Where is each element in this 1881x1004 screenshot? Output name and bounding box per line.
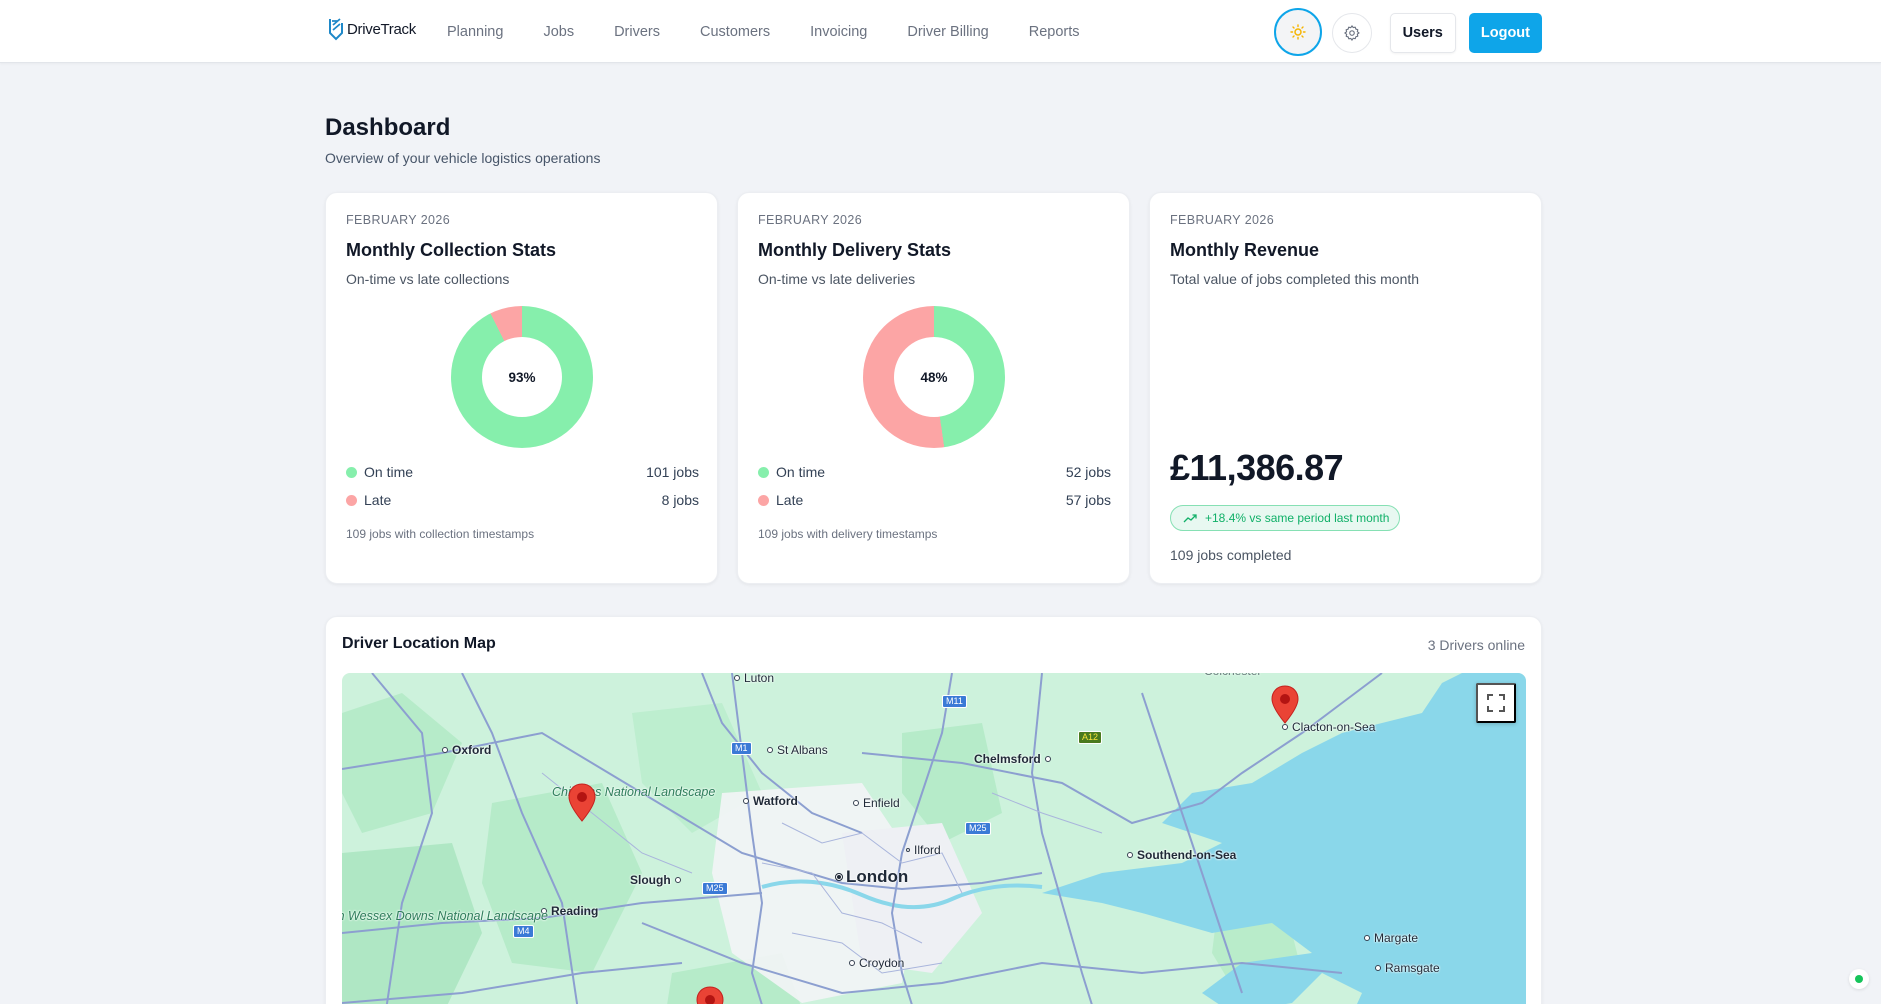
gear-icon bbox=[1343, 25, 1360, 41]
donut-center-label: 48% bbox=[894, 337, 974, 417]
header-actions: Users Logout bbox=[1273, 8, 1542, 56]
map-place-slough: Slough bbox=[630, 873, 681, 887]
delivery-stats-card: FEBRUARY 2026 Monthly Delivery Stats On-… bbox=[737, 192, 1130, 584]
map-place-reading: Reading bbox=[541, 904, 598, 918]
card-period: FEBRUARY 2026 bbox=[758, 213, 863, 227]
logout-button[interactable]: Logout bbox=[1468, 13, 1542, 53]
donut-center-label: 93% bbox=[482, 337, 562, 417]
map-title: Driver Location Map bbox=[342, 635, 496, 652]
nav-item-customers[interactable]: Customers bbox=[700, 23, 771, 40]
legend-label: On time bbox=[776, 464, 826, 480]
nav-item-planning[interactable]: Planning bbox=[447, 23, 504, 40]
map-place-luton: Luton bbox=[734, 673, 774, 685]
map-place-ilford: Ilford bbox=[906, 843, 941, 857]
revenue-amount: £11,386.87 bbox=[1170, 447, 1344, 488]
road-shield-m25-west: M25 bbox=[702, 882, 728, 895]
brand-name: DriveTrack bbox=[347, 20, 416, 38]
theme-toggle-button[interactable] bbox=[1273, 8, 1322, 56]
card-title: Monthly Delivery Stats bbox=[758, 240, 952, 260]
driver-location-map-panel: Driver Location Map 3 Drivers online bbox=[325, 616, 1542, 1004]
on-time-dot-icon bbox=[758, 466, 769, 478]
trend-badge: +18.4% vs same period last month bbox=[1170, 505, 1401, 531]
map-place-southend: Southend-on-Sea bbox=[1127, 848, 1236, 862]
road-shield-m11: M11 bbox=[942, 695, 967, 708]
trend-text: +18.4% vs same period last month bbox=[1205, 511, 1390, 525]
main-nav: Planning Jobs Drivers Customers Invoicin… bbox=[447, 0, 1120, 63]
legend-row-late: Late 8 jobs bbox=[346, 492, 699, 508]
road-shield-m4: M4 bbox=[513, 925, 534, 938]
map-place-oxford: Oxford bbox=[442, 743, 491, 757]
sun-icon bbox=[1289, 24, 1306, 40]
card-title: Monthly Revenue bbox=[1170, 240, 1320, 260]
card-footer-note: 109 jobs with collection timestamps bbox=[346, 527, 535, 541]
page-title: Dashboard bbox=[325, 114, 451, 141]
legend-value: 57 jobs bbox=[1065, 492, 1111, 508]
users-button[interactable]: Users bbox=[1389, 13, 1456, 53]
page-subtitle: Overview of your vehicle logistics opera… bbox=[325, 150, 601, 166]
map-place-london: London bbox=[835, 867, 908, 887]
delivery-donut-chart[interactable]: 48% bbox=[863, 306, 1005, 448]
legend-value: 101 jobs bbox=[646, 464, 699, 480]
nav-item-reports[interactable]: Reports bbox=[1028, 23, 1080, 40]
drivers-online-count: 3 Drivers online bbox=[1427, 637, 1525, 653]
brand-logo[interactable]: DriveTrack bbox=[328, 17, 416, 41]
map-place-enfield: Enfield bbox=[853, 796, 900, 810]
map-place-chelmsford: Chelmsford bbox=[974, 752, 1051, 766]
trending-up-icon bbox=[1183, 514, 1197, 523]
fullscreen-icon bbox=[1487, 694, 1505, 712]
online-dot-icon bbox=[1855, 975, 1863, 983]
nav-item-driver-billing[interactable]: Driver Billing bbox=[907, 23, 989, 40]
map-place-croydon: Croydon bbox=[849, 956, 904, 970]
driver-map[interactable]: Luton Oxford St Albans Chelmsford Watfor… bbox=[342, 673, 1526, 1004]
revenue-card: FEBRUARY 2026 Monthly Revenue Total valu… bbox=[1149, 192, 1542, 584]
road-shield-a12: A12 bbox=[1078, 731, 1103, 744]
settings-button[interactable] bbox=[1331, 13, 1372, 53]
card-description: On-time vs late collections bbox=[346, 271, 510, 287]
map-place-ramsgate: Ramsgate bbox=[1375, 961, 1440, 975]
card-description: On-time vs late deliveries bbox=[758, 271, 916, 287]
map-place-st-albans: St Albans bbox=[767, 743, 828, 757]
driver-pin-icon[interactable] bbox=[696, 986, 724, 1004]
map-place-clacton: Clacton-on-Sea bbox=[1282, 720, 1375, 734]
legend-value: 8 jobs bbox=[661, 492, 699, 508]
collection-donut-chart[interactable]: 93% bbox=[451, 306, 593, 448]
card-title: Monthly Collection Stats bbox=[346, 240, 557, 260]
late-dot-icon bbox=[758, 494, 769, 506]
road-shield-m1: M1 bbox=[731, 742, 752, 755]
map-park-north-wessex: North Wessex Downs National Landscape bbox=[342, 909, 548, 923]
connection-status-indicator bbox=[1849, 969, 1869, 989]
top-navigation-bar: DriveTrack Planning Jobs Drivers Custome… bbox=[0, 0, 1881, 63]
legend-label: On time bbox=[364, 464, 414, 480]
nav-item-jobs[interactable]: Jobs bbox=[543, 23, 575, 40]
card-description: Total value of jobs completed this month bbox=[1170, 271, 1420, 287]
legend-label: Late bbox=[364, 492, 392, 508]
nav-item-invoicing[interactable]: Invoicing bbox=[810, 23, 868, 40]
nav-item-drivers[interactable]: Drivers bbox=[614, 23, 660, 40]
map-place-watford: Watford bbox=[743, 794, 798, 808]
road-shield-m25-east: M25 bbox=[965, 822, 991, 835]
collection-stats-card: FEBRUARY 2026 Monthly Collection Stats O… bbox=[325, 192, 718, 584]
drivetrack-logo-icon bbox=[329, 18, 343, 41]
late-dot-icon bbox=[346, 494, 357, 506]
driver-pin-icon[interactable] bbox=[568, 783, 596, 823]
map-fullscreen-button[interactable] bbox=[1476, 683, 1516, 723]
card-footer-note: 109 jobs with delivery timestamps bbox=[758, 527, 938, 541]
map-place-colchester: Colchester bbox=[1204, 673, 1261, 678]
legend-row-on-time: On time 52 jobs bbox=[758, 464, 1111, 480]
driver-pin-icon[interactable] bbox=[1271, 685, 1299, 725]
card-period: FEBRUARY 2026 bbox=[1170, 213, 1275, 227]
on-time-dot-icon bbox=[346, 466, 357, 478]
jobs-completed: 109 jobs completed bbox=[1170, 547, 1292, 563]
card-period: FEBRUARY 2026 bbox=[346, 213, 451, 227]
legend-row-late: Late 57 jobs bbox=[758, 492, 1111, 508]
map-base-layer bbox=[342, 673, 1526, 1004]
map-place-margate: Margate bbox=[1364, 931, 1418, 945]
legend-value: 52 jobs bbox=[1065, 464, 1111, 480]
legend-row-on-time: On time 101 jobs bbox=[346, 464, 699, 480]
legend-label: Late bbox=[776, 492, 804, 508]
